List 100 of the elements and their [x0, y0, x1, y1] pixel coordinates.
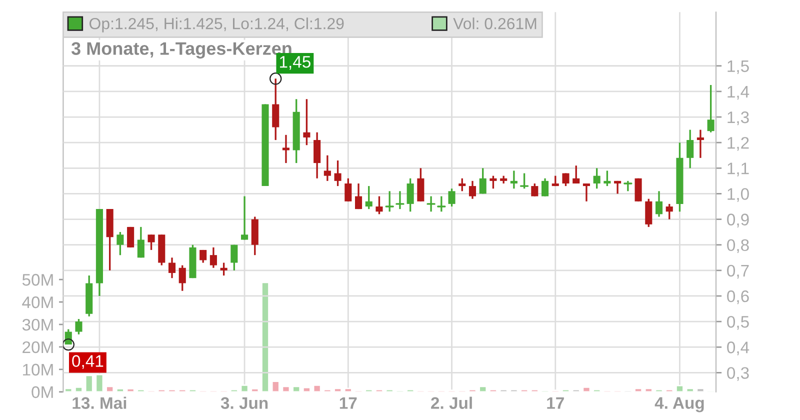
bar	[271, 380, 280, 392]
y-tick-label: 0,6	[727, 290, 749, 304]
y-tick-label: 1,1	[728, 162, 749, 176]
bar	[116, 388, 124, 392]
bar	[302, 386, 311, 392]
candlestick	[385, 190, 394, 212]
y-tick-label: 0,4	[727, 342, 750, 356]
x-tick-label: 17	[340, 397, 357, 409]
candlestick	[282, 134, 290, 164]
bar	[592, 388, 602, 392]
y-tick-label: 1,3	[728, 111, 749, 126]
candlestick	[137, 226, 144, 258]
candlestick	[148, 234, 155, 251]
candlestick	[490, 174, 497, 190]
y-tick-label: 0,9	[727, 214, 749, 228]
y-tick-label: 0,7	[727, 264, 749, 279]
candlestick	[593, 167, 600, 190]
bar	[644, 388, 653, 392]
candlestick	[634, 178, 642, 202]
bar	[489, 388, 498, 392]
bar	[634, 388, 643, 392]
candlestick	[458, 178, 466, 192]
annotation: 0,41	[72, 355, 104, 369]
candlestick	[406, 178, 414, 212]
bar	[478, 386, 488, 392]
x-tick-label: 4. Aug	[654, 397, 704, 412]
bar	[188, 388, 197, 392]
candlestick	[604, 170, 611, 187]
bar	[157, 388, 166, 392]
candlestick	[178, 264, 186, 292]
bar	[520, 388, 529, 392]
candlestick	[75, 318, 82, 336]
candlestick	[376, 195, 383, 215]
bar	[572, 388, 580, 392]
y-tick-label: 0,8	[727, 239, 749, 254]
candlestick	[168, 256, 176, 279]
x-tick-label: 3. Jun	[220, 397, 268, 409]
candlestick	[314, 132, 321, 180]
candlestick	[686, 128, 694, 169]
candlestick	[655, 190, 663, 218]
candlestick	[696, 128, 704, 159]
candlestick	[272, 78, 280, 141]
bar	[406, 388, 415, 392]
candlestick	[127, 226, 134, 248]
bar	[530, 388, 539, 392]
bar	[334, 388, 342, 392]
candlestick	[572, 164, 580, 184]
candlestick	[200, 249, 207, 264]
candlestick	[116, 231, 124, 256]
bar	[106, 386, 114, 392]
y-tick-label: 1,5	[728, 60, 749, 74]
candlestick	[365, 185, 372, 210]
y2-tick-label: 30M	[22, 318, 53, 331]
candlestick	[666, 203, 673, 220]
candlestick	[614, 180, 622, 195]
candlestick	[542, 178, 549, 198]
candlestick	[220, 262, 228, 276]
bar	[74, 386, 83, 392]
candlestick	[426, 195, 436, 212]
candlestick	[448, 188, 456, 208]
y2-tick-label: 20M	[22, 341, 53, 354]
legend-label: Op:1.245, Hi:1.425, Lo:1.24, Cl:1.29	[90, 18, 344, 32]
bar	[375, 388, 384, 392]
candlestick	[437, 195, 446, 212]
y-tick-label: 0,5	[727, 316, 749, 330]
x-tick-label: 13. Mai	[72, 396, 126, 409]
legend-label: Vol: 0.261M	[453, 18, 536, 30]
candlestick	[417, 167, 424, 202]
candlestick	[510, 170, 518, 190]
candlestick	[479, 167, 486, 195]
candlestick	[334, 160, 342, 187]
candlestick	[396, 190, 404, 210]
bar	[64, 388, 73, 392]
x-tick-label: 2. Jul	[431, 396, 472, 409]
y2-tick-label: 40M	[22, 296, 53, 308]
bar	[676, 384, 684, 392]
candlestick	[354, 182, 362, 210]
candlestick	[562, 172, 570, 187]
candlestick	[303, 98, 310, 146]
candlestick	[344, 178, 352, 202]
candlestick	[582, 182, 590, 202]
bar	[364, 388, 374, 392]
y-tick-label: 1,0	[728, 188, 749, 202]
y2-tick-label: 10M	[23, 364, 53, 376]
bar	[665, 388, 674, 392]
candlestick	[645, 198, 652, 228]
candlestick	[468, 180, 476, 200]
bar	[178, 388, 187, 392]
y-tick-label: 1,4	[728, 86, 750, 100]
candlestick	[210, 246, 217, 269]
bar	[292, 386, 301, 392]
bar	[582, 386, 591, 392]
candlestick	[324, 154, 331, 182]
y-tick-label: 0,3	[727, 367, 749, 381]
candlestick	[707, 84, 714, 134]
bar	[344, 388, 352, 392]
y2-tick-label: 50M	[22, 274, 53, 286]
candlestick	[531, 182, 538, 198]
y2-tick-label: 0M	[32, 386, 53, 398]
candlestick	[241, 195, 248, 241]
